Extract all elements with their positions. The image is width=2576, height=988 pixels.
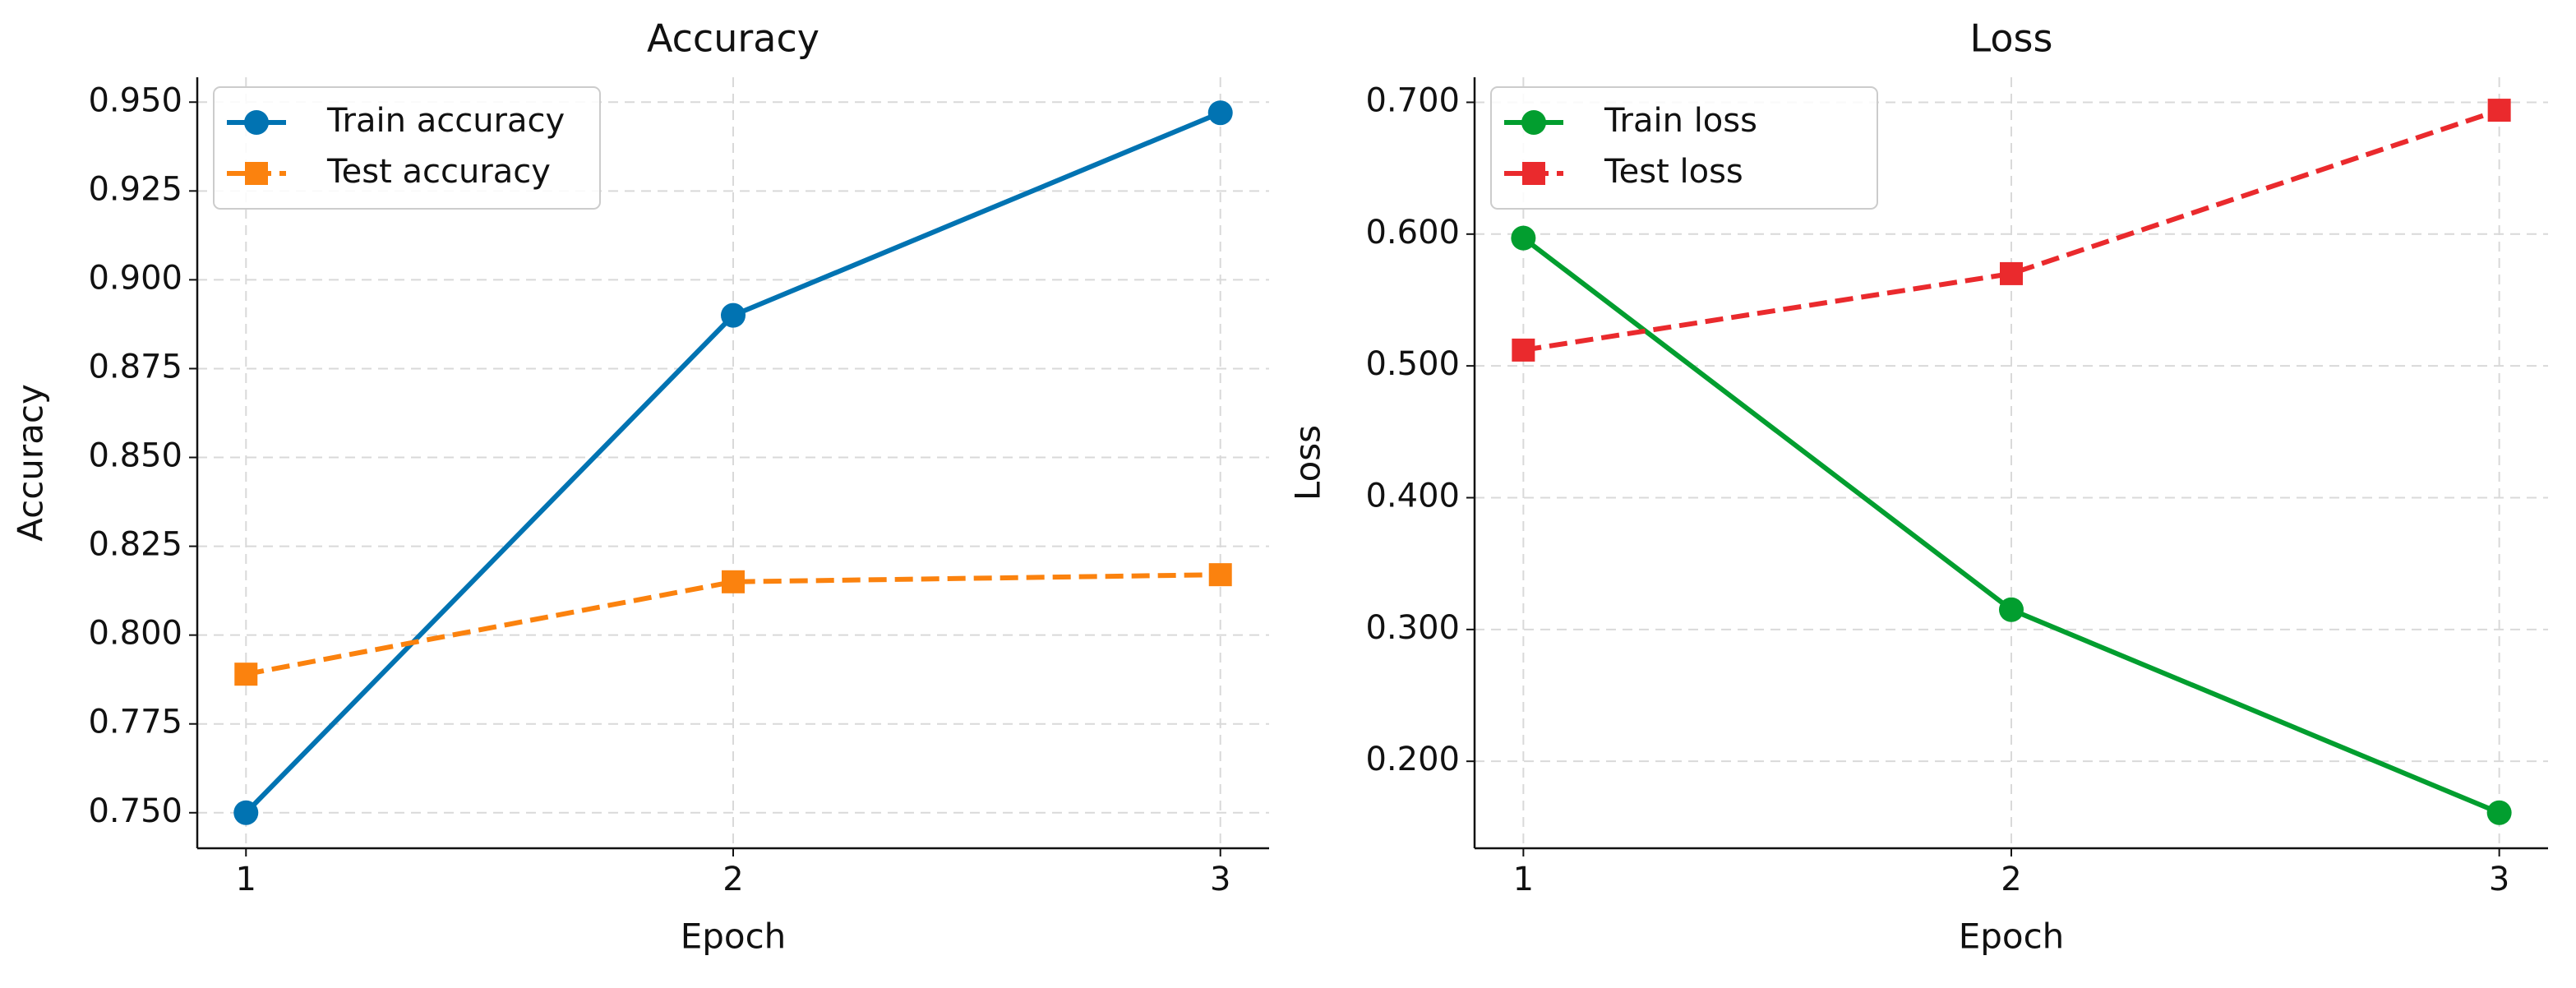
series-line xyxy=(245,572,1221,677)
legend-label: Test loss xyxy=(1604,153,1743,191)
marker xyxy=(2000,261,2023,285)
marker xyxy=(2486,800,2512,825)
marker xyxy=(234,663,258,686)
chart-title: Loss xyxy=(1970,16,2053,61)
y-tick-label: 0.500 xyxy=(1365,345,1460,383)
x-axis-label: Epoch xyxy=(681,916,787,957)
legend-box xyxy=(213,86,601,210)
x-tick-label: 1 xyxy=(1513,861,1534,898)
marker xyxy=(722,570,745,593)
x-tick-label: 2 xyxy=(722,861,743,898)
x-tick-label: 3 xyxy=(2489,861,2509,898)
marker xyxy=(244,110,269,135)
y-tick-label: 0.600 xyxy=(1365,214,1460,252)
chart-title: Accuracy xyxy=(647,16,819,61)
x-tick-label: 2 xyxy=(2001,861,2021,898)
y-tick-label: 0.750 xyxy=(88,792,182,830)
y-tick-label: 0.850 xyxy=(88,437,182,475)
y-axis-label: Accuracy xyxy=(11,384,51,542)
y-tick-label: 0.950 xyxy=(88,81,182,119)
marker xyxy=(1522,162,1545,185)
y-tick-label: 0.200 xyxy=(1365,741,1460,778)
legend-label: Train loss xyxy=(1604,102,1757,140)
legend: Train accuracy Test accuracy xyxy=(213,86,601,210)
marker xyxy=(1999,597,2024,622)
marker xyxy=(1511,225,1536,251)
x-tick-label: 3 xyxy=(1210,861,1230,898)
y-tick-label: 0.300 xyxy=(1365,609,1460,647)
marker xyxy=(2487,99,2511,122)
y-tick-label: 0.900 xyxy=(88,259,182,297)
y-tick-label: 0.825 xyxy=(88,526,182,564)
marker xyxy=(1521,110,1546,135)
marker xyxy=(1512,338,1535,362)
legend: Train loss Test loss xyxy=(1490,86,1878,210)
y-axis-label: Loss xyxy=(1288,425,1328,501)
marker xyxy=(721,302,746,328)
x-axis-label: Epoch xyxy=(1959,916,2065,957)
marker xyxy=(245,162,268,185)
legend-box xyxy=(1490,86,1878,210)
y-tick-label: 0.400 xyxy=(1365,477,1460,515)
marker xyxy=(1208,563,1232,587)
x-tick-label: 1 xyxy=(236,861,256,898)
y-tick-label: 0.925 xyxy=(88,170,182,208)
y-tick-label: 0.800 xyxy=(88,615,182,653)
marker xyxy=(233,800,259,825)
legend-label: Train accuracy xyxy=(326,102,565,140)
y-tick-label: 0.775 xyxy=(88,704,182,741)
y-tick-label: 0.700 xyxy=(1365,81,1460,119)
y-tick-label: 0.875 xyxy=(88,348,182,386)
marker xyxy=(1207,100,1233,126)
series-line xyxy=(1522,108,2500,353)
legend-label: Test accuracy xyxy=(326,153,551,191)
